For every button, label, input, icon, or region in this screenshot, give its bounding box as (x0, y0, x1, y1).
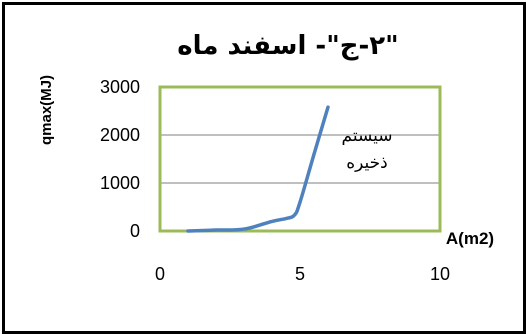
y-tick-label: 3000 (100, 77, 140, 97)
series-label: سیستم (342, 126, 393, 146)
series-layer: سیستم ذخیره (188, 107, 393, 231)
series-line (188, 107, 328, 231)
y-tick-label: 2000 (100, 125, 140, 145)
y-tick-label: 1000 (100, 173, 140, 193)
chart-title: "۲-ج"- اسفند ماه (177, 31, 398, 61)
x-tick-label: 10 (430, 264, 450, 284)
x-axis-label: A(m2) (446, 229, 494, 248)
y-axis-label: qmax(MJ) (38, 75, 55, 145)
series-label: ذخیره (346, 153, 388, 173)
y-tick-label: 0 (130, 221, 140, 241)
x-tick-label: 0 (155, 264, 165, 284)
y-axis-ticks: 0 1000 2000 3000 (100, 77, 140, 241)
gridlines (160, 135, 440, 183)
plot-area (160, 87, 440, 231)
x-tick-label: 5 (295, 264, 305, 284)
x-axis-ticks: 0 5 10 (155, 264, 450, 284)
